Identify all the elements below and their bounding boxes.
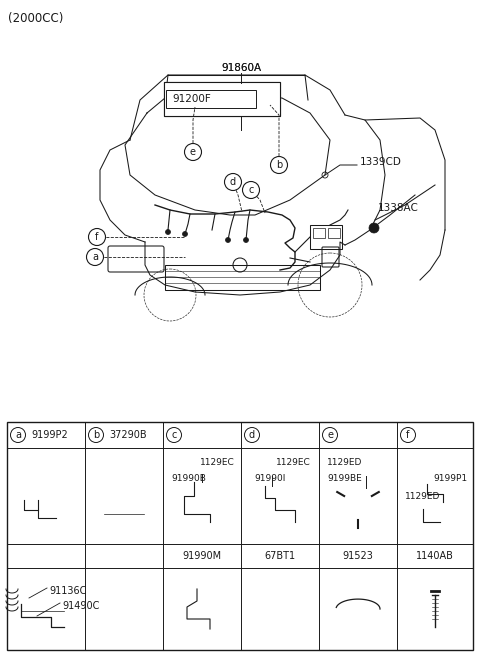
Text: 67BT1: 67BT1: [264, 551, 296, 561]
Text: 91990M: 91990M: [182, 551, 222, 561]
Text: f: f: [406, 430, 410, 440]
Bar: [165, 265, 320, 290]
Text: 1339CD: 1339CD: [360, 157, 402, 167]
Text: 1338AC: 1338AC: [378, 203, 419, 213]
Text: c: c: [171, 430, 177, 440]
Bar: [166, 90, 256, 108]
Bar: [313, 228, 325, 238]
Bar: [46, 584, 86, 610]
Text: 9199P2: 9199P2: [31, 430, 68, 440]
Circle shape: [369, 223, 379, 233]
Circle shape: [88, 428, 104, 443]
Circle shape: [244, 428, 260, 443]
Text: 1129EC: 1129EC: [276, 458, 311, 467]
Circle shape: [182, 232, 188, 237]
Circle shape: [184, 144, 202, 161]
Text: 91523: 91523: [343, 551, 373, 561]
Circle shape: [400, 428, 416, 443]
Text: 91990I: 91990I: [254, 474, 286, 483]
Text: c: c: [248, 185, 254, 195]
Text: 1129ED: 1129ED: [405, 492, 440, 501]
Text: e: e: [327, 430, 333, 440]
Text: 91990B: 91990B: [171, 474, 206, 483]
Text: (2000CC): (2000CC): [8, 12, 63, 25]
Text: b: b: [276, 160, 282, 170]
Circle shape: [323, 428, 337, 443]
Circle shape: [88, 228, 106, 245]
Circle shape: [243, 237, 249, 243]
Circle shape: [86, 249, 104, 266]
Bar: [104, 487, 144, 521]
Circle shape: [242, 182, 260, 199]
Text: 91200F: 91200F: [197, 95, 236, 105]
Bar: [310, 225, 342, 249]
Text: d: d: [249, 430, 255, 440]
Bar: [328, 228, 340, 238]
Circle shape: [225, 173, 241, 190]
Text: 37290B: 37290B: [109, 430, 146, 440]
Text: 91200F: 91200F: [172, 94, 211, 104]
Circle shape: [363, 474, 369, 478]
Text: 91860A: 91860A: [221, 63, 261, 73]
Bar: [115, 493, 133, 511]
Text: 1140AB: 1140AB: [416, 551, 454, 561]
Circle shape: [11, 428, 25, 443]
Text: a: a: [15, 430, 21, 440]
Circle shape: [226, 237, 230, 243]
Text: e: e: [190, 147, 196, 157]
Text: 91860A: 91860A: [221, 63, 261, 73]
Circle shape: [200, 472, 204, 476]
Text: 91136C: 91136C: [49, 586, 86, 596]
Text: f: f: [96, 232, 99, 242]
Text: 9199P1: 9199P1: [433, 474, 467, 483]
Bar: [164, 82, 280, 116]
Circle shape: [271, 157, 288, 173]
Bar: [164, 82, 280, 116]
Text: a: a: [92, 252, 98, 262]
Text: 1129EC: 1129EC: [200, 458, 235, 467]
Text: 91490C: 91490C: [62, 601, 99, 611]
Text: 9199BE: 9199BE: [327, 474, 362, 483]
Circle shape: [166, 230, 170, 234]
Bar: [7, 422, 473, 650]
Text: b: b: [93, 430, 99, 440]
Circle shape: [167, 428, 181, 443]
Text: d: d: [230, 177, 236, 187]
Text: 1129ED: 1129ED: [327, 458, 362, 467]
Circle shape: [269, 474, 275, 478]
